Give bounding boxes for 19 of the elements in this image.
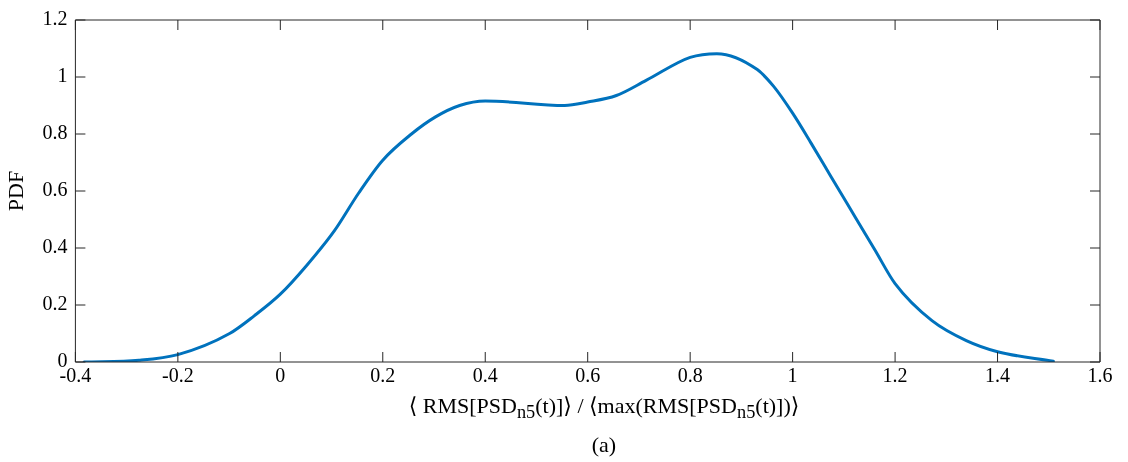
x-tick-label: 1.4 (985, 364, 1011, 387)
text: (a) (590, 432, 618, 459)
x-tick-label: 0.8 (677, 364, 703, 387)
x-tick-label: -0.2 (162, 364, 194, 387)
x-tick-label: 0 (275, 364, 286, 387)
x-tick-label: 1 (787, 364, 798, 387)
y-tick-label: 0.4 (42, 235, 68, 258)
x-tick-label: 0.4 (472, 364, 498, 387)
y-tick-label: 0.6 (42, 178, 68, 201)
y-tick-label: 1.2 (42, 7, 68, 30)
x-tick-label: 0.6 (575, 364, 601, 387)
y-tick-label: 1 (57, 64, 68, 87)
x-tick-label: 0.2 (370, 364, 396, 387)
y-tick-label: 0.8 (42, 121, 68, 144)
y-tick-label: 0.2 (42, 292, 68, 315)
x-tick-label: 1.2 (882, 364, 908, 387)
x-axis-title: ⟨ RMS[PSD$_{n5}$(t)]⟩ / ⟨max(RMS[PSD$_{n5}$(t)])⟩ (407, 392, 801, 425)
y-axis-title: PDF (2, 170, 28, 212)
x-tick-label: 1.6 (1087, 364, 1113, 387)
